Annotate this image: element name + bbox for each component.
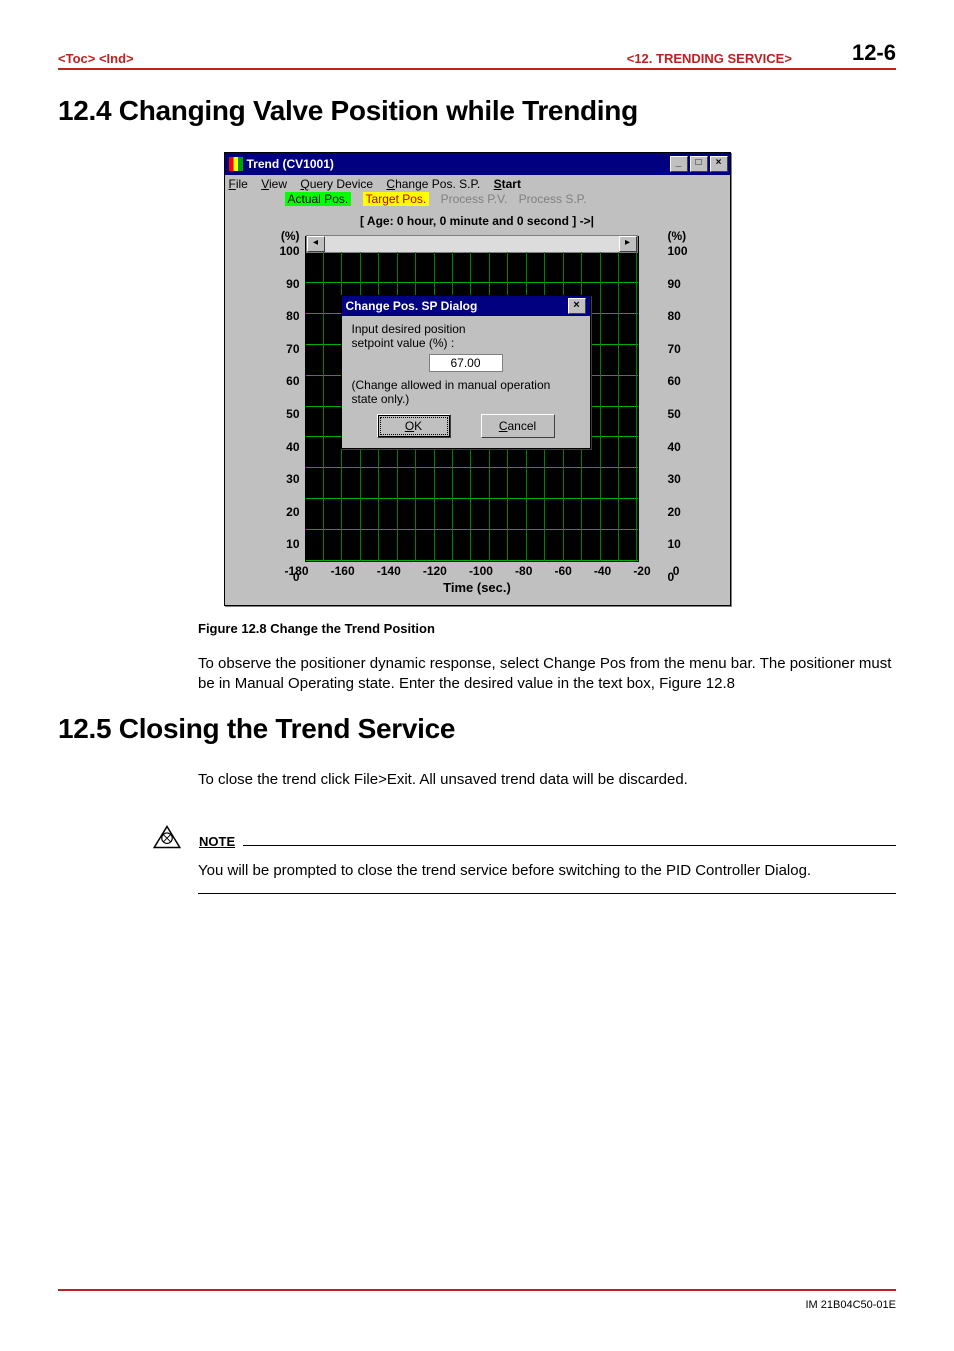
ytick: 10 xyxy=(260,537,300,551)
ytick: 40 xyxy=(668,440,708,454)
y-axis-right: (%) 100 90 80 70 60 50 40 30 20 10 0 xyxy=(668,244,708,584)
page-header: <Toc> <Ind> <12. TRENDING SERVICE> 12-6 xyxy=(58,40,896,70)
ytick: 30 xyxy=(260,472,300,486)
scroll-right-icon[interactable]: ▸ xyxy=(619,236,637,252)
x-axis-label: Time (sec.) xyxy=(235,580,720,595)
maximize-button[interactable]: □ xyxy=(690,156,708,172)
figure-caption: Figure 12.8 Change the Trend Position xyxy=(198,621,896,636)
xtick: -40 xyxy=(594,564,611,578)
ytick: 20 xyxy=(668,505,708,519)
ytick: 70 xyxy=(668,342,708,356)
footer-rule xyxy=(58,1289,896,1291)
dialog-titlebar: Change Pos. SP Dialog × xyxy=(342,296,590,316)
menu-file[interactable]: File xyxy=(229,177,248,191)
chapter-label: <12. TRENDING SERVICE> xyxy=(627,51,792,66)
note-label: NOTE xyxy=(199,834,235,849)
ytick: 90 xyxy=(668,277,708,291)
window-titlebar: Trend (CV1001) _ □ × xyxy=(225,153,730,175)
setpoint-input[interactable] xyxy=(429,354,503,372)
time-scrollbar[interactable]: ◂ ▸ xyxy=(306,235,638,253)
xtick: -80 xyxy=(515,564,532,578)
ytick: 60 xyxy=(260,374,300,388)
legend-actual: Actual Pos. xyxy=(285,192,352,206)
ok-button[interactable]: OK xyxy=(377,414,451,438)
section-12-5-title: 12.5 Closing the Trend Service xyxy=(58,713,896,745)
note-text: You will be prompted to close the trend … xyxy=(198,861,896,881)
ytick: 90 xyxy=(260,277,300,291)
section-12-4-title: 12.4 Changing Valve Position while Trend… xyxy=(58,95,896,127)
menu-change[interactable]: Change Pos. S.P. xyxy=(386,177,480,191)
ytick: 30 xyxy=(668,472,708,486)
dialog-prompt2: setpoint value (%) : xyxy=(352,336,455,350)
xtick: -120 xyxy=(423,564,447,578)
trend-window: Trend (CV1001) _ □ × File View Query Dev… xyxy=(224,152,731,606)
ytick: 50 xyxy=(668,407,708,421)
ind-link[interactable]: <Ind> xyxy=(99,51,134,66)
menu-start[interactable]: Start xyxy=(494,177,521,191)
ytick: 80 xyxy=(260,309,300,323)
xtick: -100 xyxy=(469,564,493,578)
note-block: NOTE You will be prompted to close the t… xyxy=(153,825,896,894)
ytick: 0 xyxy=(260,570,300,584)
x-axis: -180 -160 -140 -120 -100 -80 -60 -40 -20… xyxy=(285,564,680,578)
cancel-button[interactable]: Cancel xyxy=(481,414,555,438)
xtick: -140 xyxy=(377,564,401,578)
ytick: 100 xyxy=(668,244,708,258)
ytick: 70 xyxy=(260,342,300,356)
scroll-left-icon[interactable]: ◂ xyxy=(307,236,325,252)
dialog-title: Change Pos. SP Dialog xyxy=(346,299,478,313)
close-button[interactable]: × xyxy=(710,156,728,172)
ytick: 80 xyxy=(668,309,708,323)
xtick: -20 xyxy=(633,564,650,578)
change-pos-dialog: Change Pos. SP Dialog × Input desired po… xyxy=(341,295,591,449)
ytick: 20 xyxy=(260,505,300,519)
dialog-prompt1: Input desired position xyxy=(352,322,466,336)
menu-view[interactable]: View xyxy=(261,177,287,191)
legend-target: Target Pos. xyxy=(363,192,430,206)
age-line: [ Age: 0 hour, 0 minute and 0 second ] -… xyxy=(235,214,720,228)
legend-row: Actual Pos. Target Pos. Process P.V. Pro… xyxy=(225,191,730,209)
y-label-left: (%) xyxy=(260,229,300,243)
chart-area: [ Age: 0 hour, 0 minute and 0 second ] -… xyxy=(225,209,730,605)
ytick: 100 xyxy=(260,244,300,258)
footer-code: IM 21B04C50-01E xyxy=(806,1299,897,1311)
dialog-note: (Change allowed in manual operation stat… xyxy=(352,378,580,406)
note-icon xyxy=(153,825,181,849)
ytick: 10 xyxy=(668,537,708,551)
ytick: 40 xyxy=(260,440,300,454)
minimize-button[interactable]: _ xyxy=(670,156,688,172)
ytick: 0 xyxy=(668,570,708,584)
ytick: 50 xyxy=(260,407,300,421)
y-label-right: (%) xyxy=(668,229,708,243)
dialog-close-button[interactable]: × xyxy=(568,298,586,314)
legend-sp: Process S.P. xyxy=(519,192,587,206)
y-axis-left: (%) 100 90 80 70 60 50 40 30 20 10 0 xyxy=(260,244,300,584)
chart-plot: ◂ ▸ Change Pos. SP Dialog × xyxy=(305,236,639,562)
xtick: -60 xyxy=(554,564,571,578)
menu-query[interactable]: Query Device xyxy=(300,177,373,191)
para-12-5: To close the trend click File>Exit. All … xyxy=(198,770,896,790)
page-number: 12-6 xyxy=(852,40,896,66)
para-12-4: To observe the positioner dynamic respon… xyxy=(198,654,896,695)
xtick: -160 xyxy=(331,564,355,578)
legend-pv: Process P.V. xyxy=(441,192,508,206)
menu-bar: File View Query Device Change Pos. S.P. … xyxy=(225,175,730,191)
ytick: 60 xyxy=(668,374,708,388)
window-title: Trend (CV1001) xyxy=(247,157,334,171)
app-icon xyxy=(229,157,243,171)
toc-link[interactable]: <Toc> xyxy=(58,51,95,66)
